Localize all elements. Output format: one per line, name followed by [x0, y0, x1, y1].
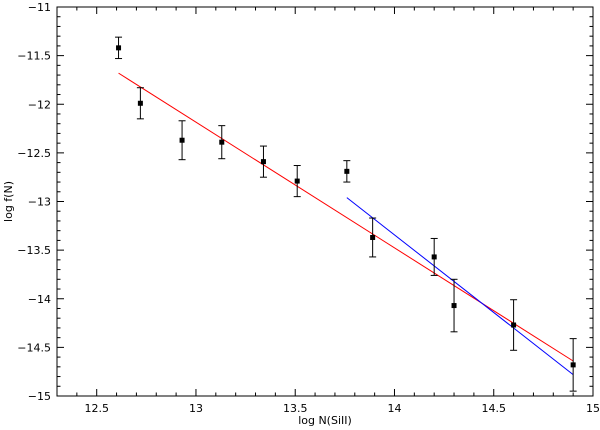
x-tick-label: 13 [189, 402, 203, 415]
x-tick-label: 12.5 [84, 402, 109, 415]
x-tick-label: 15 [586, 402, 600, 415]
data-point [137, 100, 143, 106]
y-tick-label: −14.5 [17, 341, 51, 354]
y-tick-label: −15 [28, 390, 51, 403]
y-tick-label: −13.5 [17, 244, 51, 257]
y-tick-label: −11.5 [17, 50, 51, 63]
data-point [570, 362, 576, 368]
data-point [116, 45, 122, 51]
x-tick-label: 14 [387, 402, 401, 415]
data-point [451, 303, 457, 309]
y-tick-label: −12 [28, 98, 51, 111]
data-point [260, 159, 266, 165]
fit-lines [118, 72, 574, 375]
data-point [294, 178, 300, 184]
x-axis-label: log N(SiII) [298, 414, 352, 427]
x-axis-ticks: 12.5 13 13.5 14 14.5 15 [76, 7, 600, 415]
data-point [219, 139, 225, 145]
y-tick-label: −11 [28, 1, 51, 14]
y-tick-label: −14 [28, 293, 51, 306]
y-tick-label: −13 [28, 196, 51, 209]
x-tick-label: 13.5 [283, 402, 308, 415]
data-point [511, 322, 517, 328]
data-points [116, 45, 576, 368]
y-tick-label: −12.5 [17, 147, 51, 160]
y-axis-label: log f(N) [2, 181, 15, 222]
x-tick-label: 14.5 [481, 402, 506, 415]
fit-line [346, 197, 574, 375]
data-point [179, 137, 185, 143]
fit-line [118, 72, 574, 362]
y-axis-ticks: −11 −11.5 −12 −12.5 −13 −13.5 −14 −14.5 −15 [17, 1, 593, 403]
data-point [344, 168, 350, 174]
data-point [370, 234, 376, 240]
data-point [431, 254, 437, 260]
